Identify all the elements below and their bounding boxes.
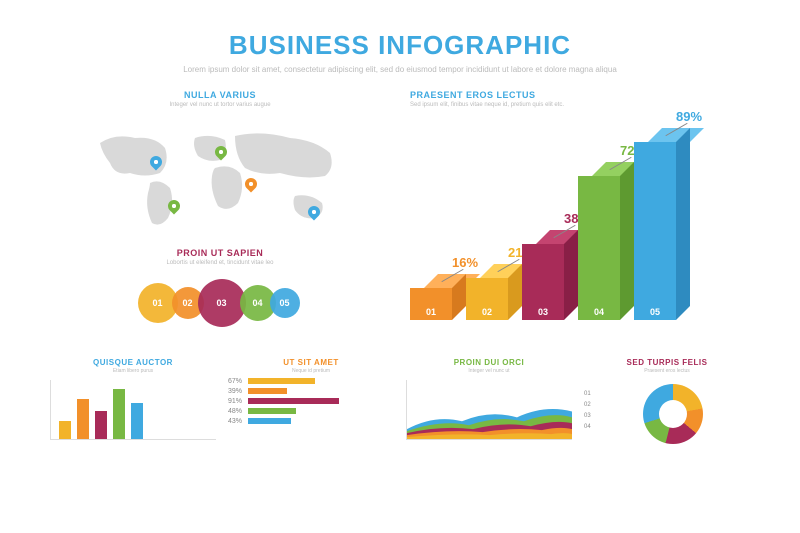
world-map bbox=[80, 118, 360, 248]
mini-bar bbox=[95, 411, 107, 439]
area-chart bbox=[406, 380, 572, 440]
circle-item: 05 bbox=[270, 288, 300, 318]
hbar bbox=[248, 408, 296, 414]
bar-num: 05 bbox=[634, 307, 676, 317]
hbars-chart: 67% 39% 91% 48% 43% bbox=[228, 374, 394, 432]
map-pin-icon bbox=[168, 200, 180, 216]
hbar-pct: 39% bbox=[228, 388, 248, 395]
hbars-title: UT SIT AMET bbox=[228, 358, 394, 367]
hbar-row: 91% bbox=[228, 398, 394, 405]
hbar bbox=[248, 418, 291, 424]
bars3d-section: PRAESENT EROS LECTUS Sed ipsum elit, fin… bbox=[410, 90, 750, 343]
circles-subtitle: Lobortis ut eleifend et, tincidunt vitae… bbox=[50, 260, 390, 268]
donut-labels: 01020304 bbox=[584, 389, 591, 432]
mini-bars-chart bbox=[50, 380, 216, 440]
donut-section: SED TURPIS FELIS Praesent eros lectus 01… bbox=[584, 358, 750, 444]
donut-title: SED TURPIS FELIS bbox=[584, 358, 750, 367]
bar-pct: 89% bbox=[676, 109, 702, 124]
donut-chart bbox=[643, 384, 703, 444]
area-title: PROIN DUI ORCI bbox=[406, 358, 572, 367]
map-title: NULLA VARIUS bbox=[50, 90, 390, 100]
mini-bar bbox=[131, 403, 143, 439]
mini-bars-section: QUISQUE AUCTOR Etiam libero purus bbox=[50, 358, 216, 444]
mini-bars-subtitle: Etiam libero purus bbox=[50, 368, 216, 374]
circles-section: PROIN UT SAPIEN Lobortis ut eleifend et,… bbox=[50, 248, 390, 328]
hbar-row: 39% bbox=[228, 388, 394, 395]
map-svg bbox=[80, 118, 360, 248]
bars3d-title: PRAESENT EROS LECTUS bbox=[410, 90, 750, 100]
hbar bbox=[248, 388, 287, 394]
hbar-pct: 48% bbox=[228, 408, 248, 415]
mini-bar bbox=[113, 389, 125, 439]
hbar-row: 43% bbox=[228, 418, 394, 425]
map-section: NULLA VARIUS Integer vel nunc ut tortor … bbox=[50, 90, 390, 343]
main-title: BUSINESS INFOGRAPHIC bbox=[50, 30, 750, 61]
bar-pct: 16% bbox=[452, 255, 478, 270]
circle-item: 03 bbox=[198, 279, 246, 327]
map-pin-icon bbox=[308, 206, 320, 222]
mini-bars-title: QUISQUE AUCTOR bbox=[50, 358, 216, 367]
header: BUSINESS INFOGRAPHIC Lorem ipsum dolor s… bbox=[50, 30, 750, 75]
mini-bar bbox=[77, 399, 89, 439]
map-pin-icon bbox=[245, 178, 257, 194]
donut-subtitle: Praesent eros lectus bbox=[584, 368, 750, 374]
area-section: PROIN DUI ORCI Integer vel nunc ut bbox=[406, 358, 572, 444]
hbar-pct: 91% bbox=[228, 398, 248, 405]
mini-bar bbox=[59, 421, 71, 439]
hbar-pct: 43% bbox=[228, 418, 248, 425]
hbar-row: 48% bbox=[228, 408, 394, 415]
hbar-pct: 67% bbox=[228, 378, 248, 385]
map-pin-icon bbox=[215, 146, 227, 162]
bars3d-chart: 0116%0221%0338%0472%0589% bbox=[410, 120, 750, 320]
area-subtitle: Integer vel nunc ut bbox=[406, 368, 572, 374]
bar-num: 04 bbox=[578, 307, 620, 317]
bar-num: 02 bbox=[466, 307, 508, 317]
hbar bbox=[248, 378, 315, 384]
map-pin-icon bbox=[150, 156, 162, 172]
hbars-section: UT SIT AMET Neque id pretium 67%39%91%48… bbox=[228, 358, 394, 444]
hbar bbox=[248, 398, 339, 404]
circles-row: 0102030405 bbox=[50, 278, 390, 328]
bar-num: 01 bbox=[410, 307, 452, 317]
bar-num: 03 bbox=[522, 307, 564, 317]
main-subtitle: Lorem ipsum dolor sit amet, consectetur … bbox=[50, 65, 750, 75]
hbar-row: 67% bbox=[228, 378, 394, 385]
map-subtitle: Integer vel nunc ut tortor varius augue bbox=[50, 102, 390, 110]
